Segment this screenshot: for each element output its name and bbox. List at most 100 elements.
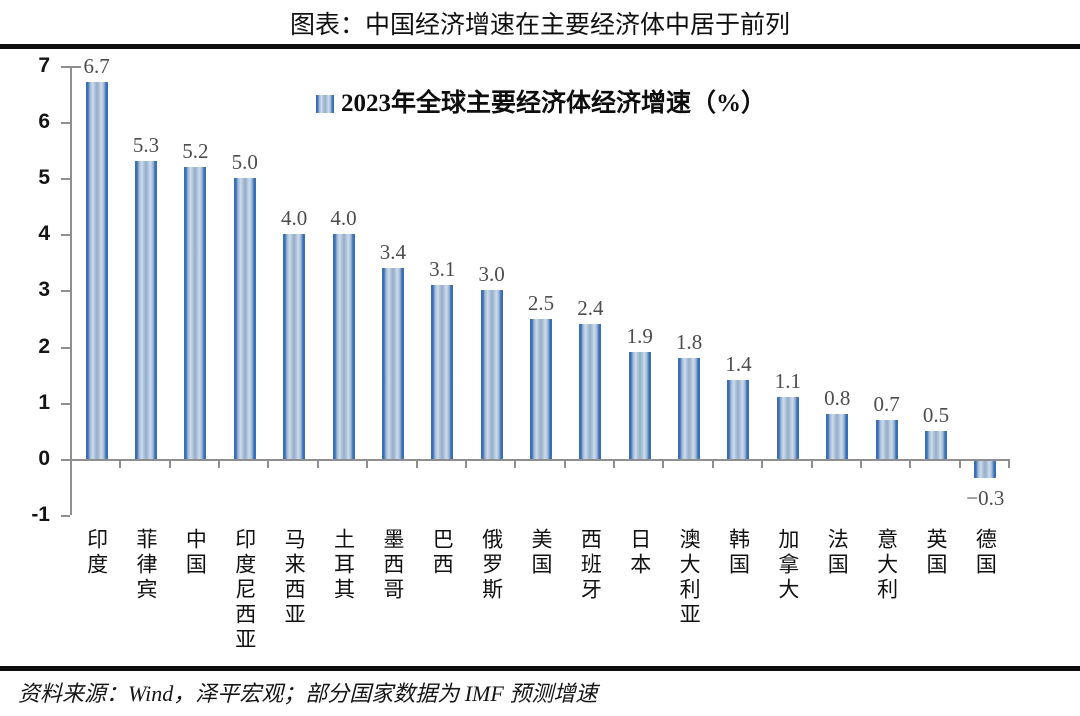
bar (431, 284, 454, 459)
bar-value-label: 6.7 (83, 54, 110, 79)
category-label: 墨西哥 (380, 528, 405, 603)
x-tick (810, 459, 813, 468)
bar-value-label: −0.3 (966, 485, 1005, 510)
x-tick (909, 459, 912, 468)
bar (480, 290, 503, 459)
y-tick (61, 402, 70, 405)
bar-value-label: 1.1 (774, 369, 801, 394)
y-tick-label: 5 (38, 166, 50, 189)
y-tick (61, 234, 70, 237)
bar-value-label: 0.7 (873, 391, 900, 416)
bar-value-label: 1.9 (626, 324, 653, 349)
top-rule (0, 44, 1080, 49)
x-tick (514, 459, 517, 468)
x-tick (415, 459, 418, 468)
category-label: 印度 (84, 528, 109, 578)
category-label: 日本 (627, 528, 652, 578)
y-tick (61, 178, 70, 180)
bar (924, 430, 947, 459)
bar (85, 82, 108, 459)
x-tick (464, 459, 467, 468)
bar (530, 318, 552, 459)
bar (875, 419, 898, 459)
bar-chart: 2023年全球主要经济体经济增速（%） 7 6 5 4 3 2 1 0 -1 6.7 印度 5.3 菲律… (0, 50, 1080, 666)
bottom-rule (0, 666, 1080, 671)
bar (332, 234, 355, 459)
source-note: 资料来源：Wind，泽平宏观；部分国家数据为 IMF 预测增速 (18, 681, 598, 706)
x-tick (316, 459, 319, 468)
page-title: 图表：中国经济增速在主要经济体中居于前列 (289, 12, 790, 39)
bar (678, 357, 701, 459)
bar-value-label: 1.4 (725, 352, 752, 377)
y-tick-label: 2 (38, 334, 50, 358)
bar (628, 352, 651, 459)
bar (184, 166, 207, 459)
y-tick-label: 6 (38, 109, 50, 133)
category-label: 印度尼西亚 (232, 528, 257, 653)
legend-label: 2023年全球主要经济体经济增速（%） (340, 90, 766, 117)
x-tick (859, 459, 862, 468)
bar (727, 380, 750, 459)
bar-value-label: 3.1 (429, 256, 456, 281)
y-axis-top-cap (72, 65, 81, 68)
x-tick (267, 459, 270, 468)
category-label: 美国 (529, 528, 553, 578)
bar-value-label: 0.5 (922, 402, 950, 427)
category-label: 中国 (183, 528, 208, 578)
bar-value-label: 5.2 (182, 138, 209, 163)
bar-value-label: 2.5 (527, 290, 555, 315)
y-axis-line (70, 65, 72, 516)
category-label: 土耳其 (331, 528, 356, 603)
x-tick (761, 459, 764, 468)
x-tick (1008, 459, 1010, 468)
category-label: 意大利 (874, 528, 899, 603)
bar-value-label: 5.3 (132, 133, 160, 158)
y-tick (61, 290, 70, 293)
category-label: 澳大利亚 (677, 528, 702, 628)
category-label: 巴西 (430, 528, 455, 578)
x-tick (563, 459, 566, 468)
category-label: 俄罗斯 (479, 528, 504, 603)
x-tick (366, 459, 369, 468)
category-label: 西班牙 (578, 528, 603, 603)
bar-value-label: 2.4 (577, 296, 604, 321)
x-tick (70, 459, 72, 468)
y-tick-label: 0 (38, 447, 50, 470)
category-label: 英国 (923, 528, 948, 578)
bar-value-label: 3.4 (379, 239, 407, 264)
bar (233, 178, 256, 459)
bar (135, 161, 158, 459)
chart-legend: 2023年全球主要经济体经济增速（%） (72, 83, 1010, 119)
y-tick-label: 1 (38, 390, 50, 414)
x-tick (119, 459, 122, 468)
x-axis-line (70, 459, 1010, 461)
bar-value-label: 3.0 (478, 262, 505, 287)
y-tick-label: 4 (38, 222, 50, 246)
y-tick (61, 459, 70, 461)
y-tick (61, 121, 70, 124)
bar-value-label: 4.0 (281, 206, 308, 231)
category-label: 加拿大 (775, 528, 800, 603)
bar (776, 397, 799, 459)
category-label: 马来西亚 (282, 528, 307, 628)
x-tick (168, 459, 171, 468)
legend-swatch-icon (315, 95, 334, 113)
x-tick (662, 459, 665, 468)
bar-value-label: 5.0 (231, 150, 258, 174)
x-tick (958, 459, 961, 468)
bar (283, 234, 306, 459)
y-tick (61, 346, 70, 349)
y-tick-label: 7 (38, 53, 50, 77)
category-label: 菲律宾 (134, 528, 159, 603)
x-tick (711, 459, 714, 468)
category-label: 韩国 (726, 528, 751, 578)
bar (579, 324, 602, 459)
bar-value-label: 1.8 (675, 329, 703, 354)
bar (826, 414, 849, 459)
bar (381, 267, 404, 459)
bar-value-label: 0.8 (824, 386, 851, 411)
y-tick (61, 65, 70, 68)
x-tick (613, 459, 616, 468)
category-label: 法国 (825, 528, 850, 578)
